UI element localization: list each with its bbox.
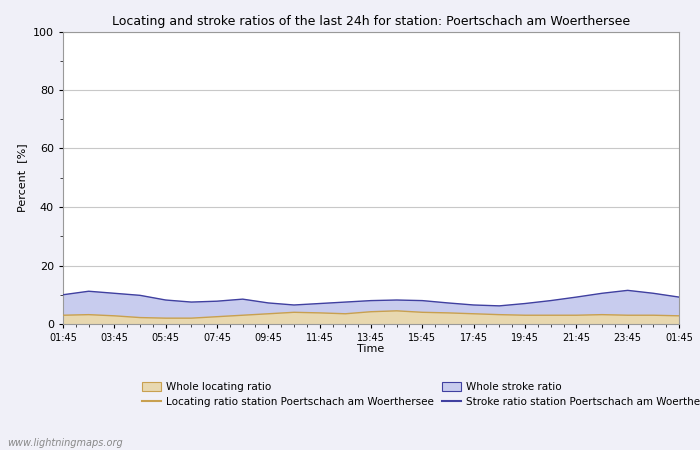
Title: Locating and stroke ratios of the last 24h for station: Poertschach am Woerthers: Locating and stroke ratios of the last 2… [112,14,630,27]
Legend: Whole locating ratio, Locating ratio station Poertschach am Woerthersee, Whole s: Whole locating ratio, Locating ratio sta… [142,382,700,407]
Text: www.lightningmaps.org: www.lightningmaps.org [7,438,122,448]
X-axis label: Time: Time [358,344,384,355]
Y-axis label: Percent  [%]: Percent [%] [18,144,27,212]
